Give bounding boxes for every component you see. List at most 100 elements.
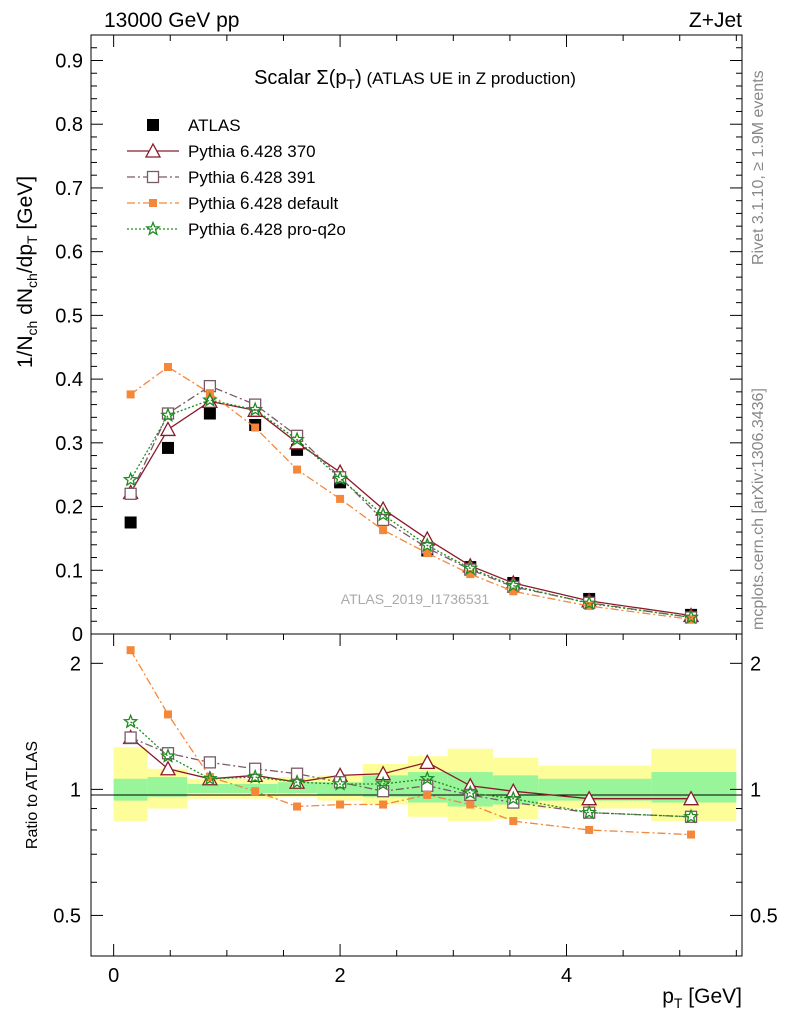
upper-marker-pythia-6-428-pro-q2o xyxy=(289,431,305,447)
lower-marker-pythia-6-428-default xyxy=(687,830,696,839)
upper-marker-pythia-6-428-391 xyxy=(376,513,390,527)
lower-marker-pythia-6-428-pro-q2o xyxy=(289,773,305,789)
lower-marker-pythia-6-428-370 xyxy=(159,760,177,776)
lower-marker-pythia-6-428-pro-q2o xyxy=(462,784,479,800)
lower-y-tick-label-right: 1 xyxy=(750,779,761,801)
header-right: Z+Jet xyxy=(689,9,742,32)
upper-y-tick-label: 0 xyxy=(72,624,83,646)
upper-series-pythia-6-428-pro-q2o xyxy=(122,391,699,625)
lower-marker-pythia-6-428-370 xyxy=(682,790,700,806)
upper-y-tick-label: 0.2 xyxy=(55,497,83,519)
x-axis-label: pT [GeV] xyxy=(662,985,742,1011)
upper-line-pythia-6-428-default xyxy=(130,366,692,620)
ratio-band-inner xyxy=(538,778,652,801)
lower-series-pythia-6-428-pro-q2o xyxy=(122,713,699,824)
legend-label: Pythia 6.428 370 xyxy=(188,142,316,161)
upper-marker-pythia-6-428-pro-q2o xyxy=(332,470,348,486)
legend-entry-pythia-6-428-pro-q2o: Pythia 6.428 pro-q2o xyxy=(127,220,346,239)
lower-line-pythia-6-428-391 xyxy=(130,736,692,818)
upper-marker-pythia-6-428-pro-q2o xyxy=(462,560,479,576)
lower-marker-pythia-6-428-391 xyxy=(507,796,520,809)
legend-marker-atlas xyxy=(147,119,159,131)
upper-y-tick-label: 0.5 xyxy=(55,305,83,327)
x-axis-ticks: 0 2 4 xyxy=(108,35,737,987)
lower-y-tick-label-right: 0.5 xyxy=(750,905,778,927)
lower-marker-pythia-6-428-pro-q2o xyxy=(581,804,598,820)
lower-marker-pythia-6-428-default xyxy=(205,773,214,782)
ratio-band-inner xyxy=(113,778,148,801)
upper-marker-pythia-6-428-pro-q2o xyxy=(375,506,391,522)
mcplots-label: mcplots.cern.ch [arXiv:1306.3436] xyxy=(750,388,767,630)
legend-label: Pythia 6.428 default xyxy=(188,194,339,213)
lower-marker-pythia-6-428-pro-q2o xyxy=(332,775,348,791)
lower-marker-pythia-6-428-default xyxy=(336,800,345,809)
lower-marker-pythia-6-428-default xyxy=(466,800,475,809)
upper-series-pythia-6-428-370 xyxy=(122,393,700,623)
legend-marker-pythia-6-428-370 xyxy=(144,142,162,158)
upper-marker-pythia-6-428-default xyxy=(293,465,302,474)
lower-marker-pythia-6-428-370 xyxy=(419,754,436,770)
ratio-band-inner xyxy=(317,782,363,795)
legend-marker-pythia-6-428-default xyxy=(149,199,157,207)
upper-marker-pythia-6-428-391 xyxy=(124,487,137,500)
upper-panel: 0 0.1 0.2 0.3 0.4 0.5 0.6 0.7 0.8 0.9 Scalar Σ(pT… xyxy=(14,34,743,646)
upper-marker-pythia-6-428-default xyxy=(251,423,260,432)
upper-y-tick-label: 0.6 xyxy=(55,242,83,264)
upper-marker-pythia-6-428-pro-q2o xyxy=(122,471,139,487)
upper-marker-pythia-6-428-pro-q2o xyxy=(505,577,522,593)
upper-marker-atlas xyxy=(203,407,216,420)
lower-marker-pythia-6-428-391 xyxy=(376,785,390,798)
upper-y-axis-label: 1/Nch dNch/dpT [GeV] xyxy=(14,176,40,368)
lower-marker-pythia-6-428-pro-q2o xyxy=(375,775,391,791)
lower-marker-pythia-6-428-391 xyxy=(124,731,137,744)
lower-marker-pythia-6-428-default xyxy=(126,646,135,655)
upper-marker-pythia-6-428-default xyxy=(379,526,388,535)
lower-marker-pythia-6-428-default xyxy=(251,787,260,796)
upper-y-tick-label: 0.3 xyxy=(55,433,83,455)
lower-series-pythia-6-428-default xyxy=(126,646,696,839)
lower-marker-pythia-6-428-default xyxy=(163,710,172,719)
lower-marker-pythia-6-428-pro-q2o xyxy=(683,808,699,824)
lower-marker-pythia-6-428-default xyxy=(509,817,518,826)
ratio-band-inner xyxy=(187,783,233,794)
legend-marker-pythia-6-428-pro-q2o xyxy=(145,220,161,236)
upper-marker-pythia-6-428-default xyxy=(687,615,696,624)
upper-marker-pythia-6-428-default xyxy=(423,549,432,558)
legend-label: Pythia 6.428 391 xyxy=(188,168,316,187)
x-tick-label: 2 xyxy=(335,965,346,987)
lower-marker-pythia-6-428-pro-q2o xyxy=(419,770,436,786)
legend: ATLAS Pythia 6.428 370 Pythia 6.428 391 Pyt… xyxy=(127,116,346,239)
lower-marker-pythia-6-428-391 xyxy=(290,767,304,780)
upper-y-tick-label: 0.4 xyxy=(55,369,83,391)
upper-marker-pythia-6-428-391 xyxy=(290,429,304,442)
lower-marker-pythia-6-428-391 xyxy=(203,756,217,769)
upper-marker-pythia-6-428-default xyxy=(336,494,345,503)
legend-marker-pythia-6-428-391 xyxy=(146,170,160,184)
lower-y-axis-label: Ratio to ATLAS xyxy=(24,741,41,849)
lower-marker-pythia-6-428-default xyxy=(423,790,432,799)
upper-series-atlas xyxy=(124,407,698,621)
upper-marker-pythia-6-428-370 xyxy=(159,421,177,437)
upper-y-tick-label: 0.8 xyxy=(55,114,83,136)
legend-label: Pythia 6.428 pro-q2o xyxy=(188,220,346,239)
lower-marker-pythia-6-428-pro-q2o xyxy=(505,790,522,806)
ratio-band-inner xyxy=(147,777,188,797)
lower-marker-pythia-6-428-391 xyxy=(249,762,262,775)
rivet-label: Rivet 3.1.10, ≥ 1.9M events xyxy=(750,70,767,265)
upper-series-layer xyxy=(122,362,700,625)
lower-series-layer xyxy=(122,646,700,839)
legend-entry-pythia-6-428-391: Pythia 6.428 391 xyxy=(127,168,316,187)
header-left: 13000 GeV pp xyxy=(104,9,239,32)
lower-y-ticks: 0.5 0.5 1 1 2 2 xyxy=(53,653,778,927)
upper-marker-pythia-6-428-pro-q2o xyxy=(581,595,598,611)
upper-marker-pythia-6-428-default xyxy=(126,390,135,399)
lower-panel: 0.5 0.5 1 1 2 2 0 2 4 Ratio to ATLAS pT [GeV] xyxy=(24,35,778,1011)
legend-entry-pythia-6-428-default: Pythia 6.428 default xyxy=(127,194,339,213)
upper-marker-pythia-6-428-pro-q2o xyxy=(419,537,436,553)
upper-y-tick-label: 0.1 xyxy=(55,560,83,582)
upper-marker-pythia-6-428-pro-q2o xyxy=(201,391,218,407)
lower-marker-pythia-6-428-default xyxy=(585,825,594,834)
upper-line-pythia-6-428-370 xyxy=(130,400,692,617)
legend-entry-atlas: ATLAS xyxy=(147,116,241,135)
